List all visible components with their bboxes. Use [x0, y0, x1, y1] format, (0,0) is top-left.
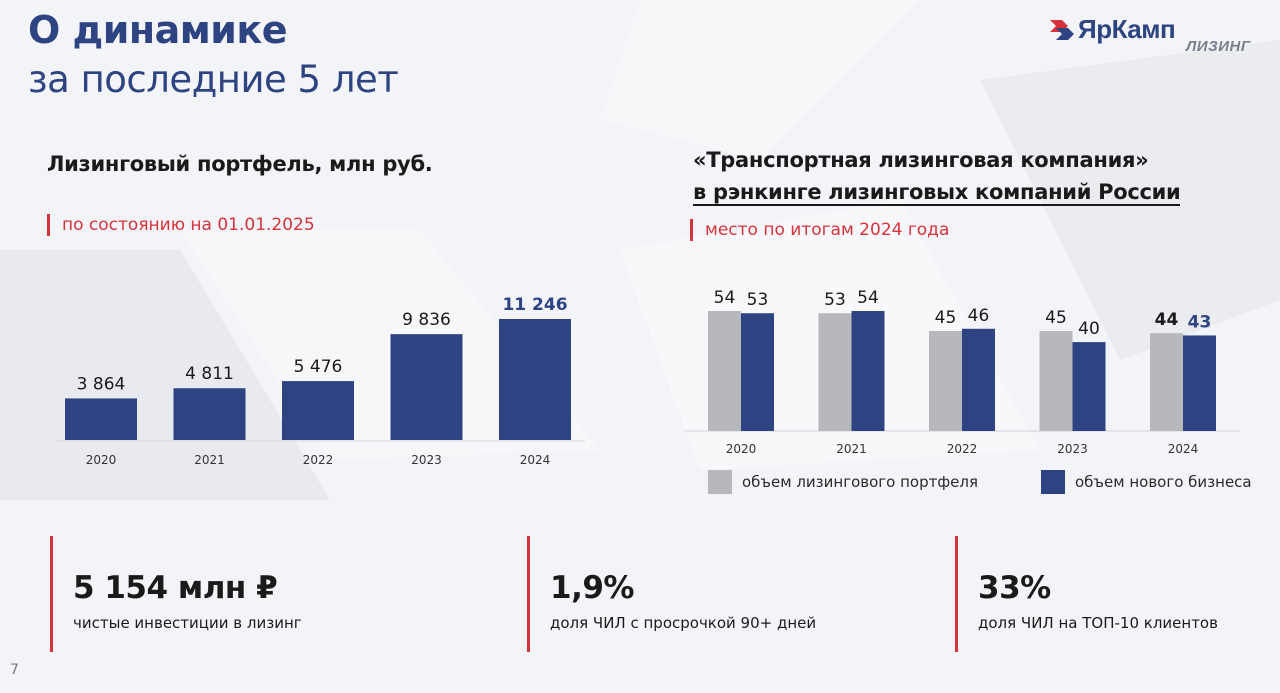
bar	[1072, 342, 1106, 431]
logo-sub: ЛИЗИНГ	[1186, 38, 1251, 55]
data-label: 43	[1188, 312, 1212, 332]
logo-name: ЯрКамп	[1078, 14, 1176, 44]
x-tick-label: 2023	[1057, 442, 1088, 456]
bar	[499, 319, 571, 440]
bar	[1150, 333, 1183, 431]
data-label: 5 476	[294, 357, 343, 377]
page-subtitle: за последние 5 лет	[28, 58, 399, 101]
x-tick-label: 2022	[303, 453, 334, 467]
bar	[1039, 331, 1073, 431]
data-label: 4 811	[185, 364, 234, 384]
data-label: 53	[747, 290, 769, 310]
kpi-value: 5 154 млн ₽	[73, 570, 278, 606]
legend-swatch-new-business	[1041, 470, 1065, 494]
x-tick-label: 2021	[194, 453, 225, 467]
bar	[173, 388, 246, 440]
page-number: 7	[10, 662, 19, 678]
x-tick-label: 2021	[836, 442, 867, 456]
bar	[390, 334, 463, 440]
ranking-note: место по итогам 2024 года	[690, 219, 949, 241]
data-label: 45	[1045, 308, 1067, 328]
data-label: 11 246	[502, 295, 567, 315]
bar	[818, 313, 852, 431]
bar	[65, 398, 137, 440]
data-label: 54	[857, 288, 879, 308]
kpi-net-investment: 5 154 млн ₽ чистые инвестиции в лизинг	[50, 536, 302, 652]
data-label: 54	[714, 288, 736, 308]
bar	[929, 331, 962, 431]
x-tick-label: 2022	[947, 442, 978, 456]
kpi-label: доля ЧИЛ на ТОП-10 клиентов	[978, 614, 1218, 632]
data-label: 44	[1155, 310, 1179, 330]
data-label: 3 864	[77, 374, 126, 394]
data-label: 53	[824, 290, 846, 310]
page-title: О динамике	[28, 8, 288, 52]
bar	[962, 328, 995, 431]
legend-label-new-business: объем нового бизнеса	[1075, 473, 1252, 491]
data-label: 46	[968, 306, 990, 326]
bar	[282, 381, 354, 440]
bar	[1183, 335, 1216, 431]
kpi-label: чистые инвестиции в лизинг	[73, 614, 302, 632]
portfolio-note: по состоянию на 01.01.2025	[47, 214, 315, 236]
kpi-label: доля ЧИЛ с просрочкой 90+ дней	[550, 614, 817, 632]
x-tick-label: 2020	[86, 453, 117, 467]
ranking-title-line2: в рэнкинге лизинговых компаний России	[693, 180, 1181, 206]
x-tick-label: 2024	[520, 453, 551, 467]
legend-label-portfolio: объем лизингового портфеля	[742, 473, 979, 491]
bar	[851, 311, 885, 431]
data-label: 9 836	[402, 310, 451, 330]
portfolio-title: Лизинговый портфель, млн руб.	[47, 152, 433, 176]
kpi-top10-share: 33% доля ЧИЛ на ТОП-10 клиентов	[955, 536, 1218, 652]
x-tick-label: 2020	[726, 442, 757, 456]
x-tick-label: 2024	[1168, 442, 1199, 456]
kpi-value: 1,9%	[550, 570, 634, 606]
ranking-title-line1: «Транспортная лизинговая компания»	[693, 148, 1149, 172]
logo-mark-icon	[1050, 20, 1074, 40]
data-label: 40	[1078, 319, 1100, 339]
company-logo: ЯрКамп ЛИЗИНГ	[1048, 14, 1260, 60]
kpi-value: 33%	[978, 570, 1051, 606]
data-label: 45	[935, 308, 957, 328]
bar	[708, 311, 741, 431]
x-tick-label: 2023	[411, 453, 442, 467]
bar	[741, 313, 774, 431]
legend-swatch-portfolio	[708, 470, 732, 494]
kpi-overdue-share: 1,9% доля ЧИЛ с просрочкой 90+ дней	[527, 536, 816, 652]
